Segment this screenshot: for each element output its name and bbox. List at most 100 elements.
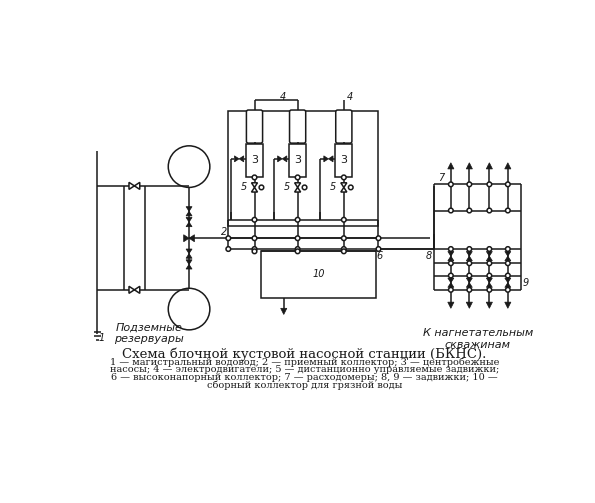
Text: 3: 3 — [340, 155, 347, 165]
Text: 6 — высоконапорный коллектор; 7 — расходомеры; 8, 9 — задвижки; 10 —: 6 — высоконапорный коллектор; 7 — расход… — [111, 373, 498, 382]
Circle shape — [467, 182, 472, 187]
Circle shape — [342, 175, 346, 180]
Text: 10: 10 — [312, 270, 325, 280]
Polygon shape — [281, 308, 287, 314]
Polygon shape — [186, 249, 192, 254]
Circle shape — [295, 175, 300, 180]
Polygon shape — [282, 156, 287, 162]
Polygon shape — [295, 183, 300, 188]
Polygon shape — [129, 286, 134, 293]
Polygon shape — [486, 163, 493, 169]
FancyBboxPatch shape — [290, 110, 306, 143]
Bar — [289, 144, 306, 177]
Polygon shape — [186, 260, 192, 265]
Text: 5: 5 — [284, 183, 290, 193]
Polygon shape — [239, 156, 244, 162]
Circle shape — [342, 217, 346, 222]
Circle shape — [226, 236, 231, 240]
Circle shape — [506, 182, 510, 187]
Circle shape — [295, 236, 300, 240]
Circle shape — [449, 288, 453, 292]
Polygon shape — [486, 283, 492, 287]
Polygon shape — [486, 252, 492, 256]
Polygon shape — [448, 283, 454, 287]
Circle shape — [487, 182, 491, 187]
Polygon shape — [341, 183, 347, 188]
Polygon shape — [186, 222, 192, 227]
Bar — [228, 111, 378, 226]
Polygon shape — [466, 302, 472, 308]
Circle shape — [449, 208, 453, 213]
Circle shape — [295, 246, 300, 252]
Circle shape — [487, 288, 491, 292]
Circle shape — [252, 246, 257, 252]
Bar — [261, 252, 376, 297]
Circle shape — [506, 273, 510, 278]
Circle shape — [487, 208, 491, 213]
Circle shape — [376, 246, 381, 252]
Circle shape — [449, 261, 453, 266]
Polygon shape — [234, 156, 239, 162]
Circle shape — [487, 246, 491, 252]
Polygon shape — [505, 283, 511, 287]
Text: Схема блочной кустовой насосной станции (БКНС).: Схема блочной кустовой насосной станции … — [123, 348, 487, 361]
Polygon shape — [505, 302, 511, 308]
Polygon shape — [186, 217, 192, 222]
Polygon shape — [295, 188, 300, 192]
Polygon shape — [129, 183, 134, 189]
Polygon shape — [448, 278, 454, 283]
Text: 4: 4 — [280, 92, 286, 102]
Circle shape — [467, 208, 472, 213]
Circle shape — [302, 185, 307, 190]
Circle shape — [252, 175, 257, 180]
Text: 4: 4 — [347, 92, 353, 102]
Circle shape — [506, 246, 510, 252]
Text: 9: 9 — [522, 278, 529, 288]
Circle shape — [168, 146, 210, 188]
Polygon shape — [486, 278, 492, 283]
Circle shape — [467, 246, 472, 252]
Polygon shape — [186, 254, 192, 258]
Polygon shape — [448, 256, 454, 261]
Circle shape — [467, 261, 472, 266]
Polygon shape — [186, 207, 192, 211]
Text: 3: 3 — [294, 155, 301, 165]
Circle shape — [349, 185, 353, 190]
Circle shape — [467, 288, 472, 292]
Circle shape — [449, 246, 453, 252]
Text: 5: 5 — [240, 183, 247, 193]
Polygon shape — [505, 163, 511, 169]
Text: 5: 5 — [330, 183, 336, 193]
Polygon shape — [189, 235, 195, 242]
Polygon shape — [448, 302, 454, 308]
Text: Подземные
резервуары: Подземные резервуары — [114, 322, 184, 344]
Bar — [336, 144, 352, 177]
Circle shape — [342, 236, 346, 240]
Bar — [246, 144, 263, 177]
Text: 2: 2 — [221, 227, 227, 237]
Polygon shape — [505, 278, 511, 283]
Circle shape — [506, 208, 510, 213]
Circle shape — [226, 246, 231, 252]
Polygon shape — [134, 286, 140, 293]
Text: К нагнетательным
скважинам: К нагнетательным скважинам — [422, 328, 533, 350]
Text: насосы; 4 — электродвигатели; 5 — дистанционно управляемые задвижки;: насосы; 4 — электродвигатели; 5 — дистан… — [110, 365, 499, 374]
Polygon shape — [466, 278, 472, 283]
Circle shape — [487, 273, 491, 278]
Polygon shape — [252, 183, 258, 188]
Polygon shape — [252, 188, 258, 192]
Circle shape — [259, 185, 264, 190]
Circle shape — [449, 273, 453, 278]
Polygon shape — [186, 211, 192, 216]
Circle shape — [295, 249, 300, 254]
Polygon shape — [505, 252, 511, 256]
Polygon shape — [186, 265, 192, 269]
FancyBboxPatch shape — [246, 110, 262, 143]
Polygon shape — [278, 156, 282, 162]
Text: 1 — магистральный водовод; 2 — приемный коллектор; 3 — центробежные: 1 — магистральный водовод; 2 — приемный … — [110, 358, 499, 367]
Polygon shape — [448, 163, 454, 169]
Polygon shape — [466, 283, 472, 287]
Text: 3: 3 — [251, 155, 258, 165]
Polygon shape — [134, 183, 140, 189]
Polygon shape — [466, 252, 472, 256]
